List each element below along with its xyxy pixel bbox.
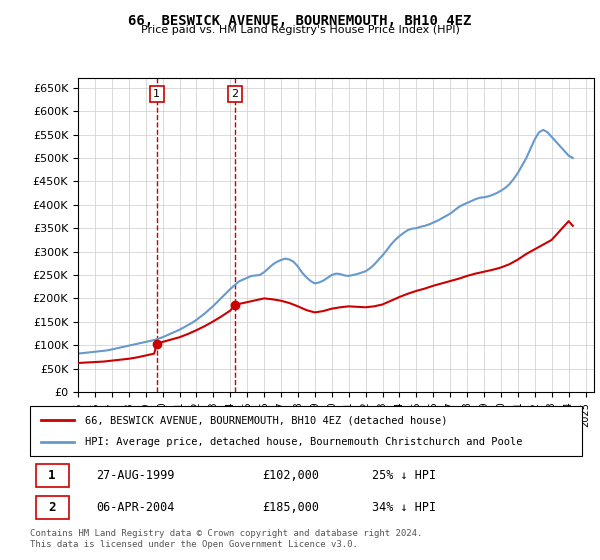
Text: 66, BESWICK AVENUE, BOURNEMOUTH, BH10 4EZ: 66, BESWICK AVENUE, BOURNEMOUTH, BH10 4E… (128, 14, 472, 28)
Text: HPI: Average price, detached house, Bournemouth Christchurch and Poole: HPI: Average price, detached house, Bour… (85, 437, 523, 447)
Text: Price paid vs. HM Land Registry's House Price Index (HPI): Price paid vs. HM Land Registry's House … (140, 25, 460, 35)
Text: 27-AUG-1999: 27-AUG-1999 (96, 469, 175, 482)
Text: 2: 2 (49, 501, 56, 514)
Text: 1: 1 (153, 89, 160, 99)
FancyBboxPatch shape (35, 496, 68, 519)
Text: 06-APR-2004: 06-APR-2004 (96, 501, 175, 514)
Text: 2: 2 (231, 89, 238, 99)
Text: Contains HM Land Registry data © Crown copyright and database right 2024.
This d: Contains HM Land Registry data © Crown c… (30, 529, 422, 549)
Text: 25% ↓ HPI: 25% ↓ HPI (372, 469, 436, 482)
Text: £102,000: £102,000 (262, 469, 319, 482)
Text: 34% ↓ HPI: 34% ↓ HPI (372, 501, 436, 514)
FancyBboxPatch shape (30, 406, 582, 456)
Text: £185,000: £185,000 (262, 501, 319, 514)
Text: 1: 1 (49, 469, 56, 482)
FancyBboxPatch shape (35, 464, 68, 487)
Text: 66, BESWICK AVENUE, BOURNEMOUTH, BH10 4EZ (detached house): 66, BESWICK AVENUE, BOURNEMOUTH, BH10 4E… (85, 415, 448, 425)
